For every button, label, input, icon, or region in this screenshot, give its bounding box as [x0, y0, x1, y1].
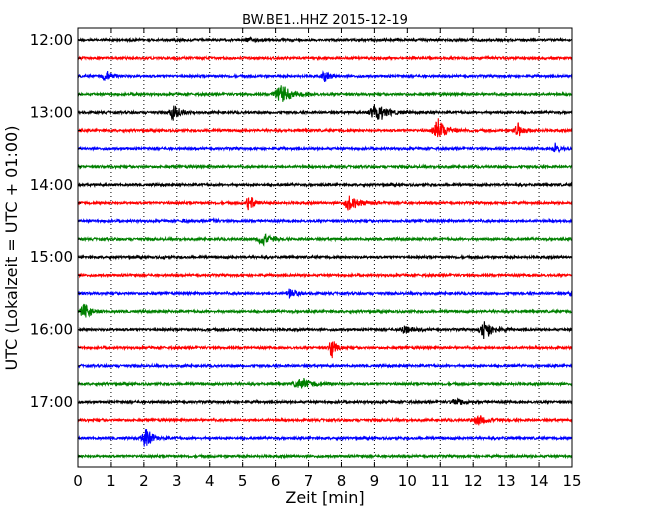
- x-tick-label: 11: [431, 472, 450, 490]
- trace-line: [77, 288, 573, 299]
- trace-line: [77, 85, 573, 102]
- trace-line: [77, 452, 573, 460]
- x-tick-label: 2: [139, 472, 149, 490]
- y-tick-label: 14:00: [30, 176, 73, 194]
- y-axis-label: UTC (Lokalzeit = UTC + 01:00): [2, 126, 21, 371]
- x-tick-label: 15: [562, 472, 581, 490]
- y-tick-label: 13:00: [30, 103, 73, 121]
- trace-line: [77, 69, 573, 83]
- y-tick-label: 12:00: [30, 31, 73, 49]
- traces: [77, 35, 573, 460]
- trace-line: [77, 163, 573, 170]
- trace-line: [77, 378, 573, 389]
- trace-line: [77, 428, 573, 447]
- trace-line: [77, 142, 573, 154]
- y-tick-label: 15:00: [30, 248, 73, 266]
- trace-line: [77, 181, 573, 189]
- trace-line: [77, 341, 573, 359]
- x-tick-label: 8: [337, 472, 347, 490]
- trace-line: [77, 397, 573, 406]
- x-tick-label: 0: [73, 472, 83, 490]
- trace-line: [77, 54, 573, 62]
- plot-frame: [77, 27, 573, 468]
- trace-line: [77, 271, 573, 279]
- x-tick-label: 14: [530, 472, 549, 490]
- chart-title: BW.BE1..HHZ 2015-12-19: [242, 13, 408, 28]
- trace-line: [77, 195, 573, 211]
- trace-line: [77, 362, 573, 370]
- y-tick-label: 16:00: [30, 321, 73, 339]
- x-tick-label: 12: [464, 472, 483, 490]
- x-tick-label: 9: [370, 472, 380, 490]
- x-tick-label: 3: [172, 472, 182, 490]
- x-axis-label: Zeit [min]: [285, 488, 364, 507]
- trace-line: [77, 303, 573, 318]
- trace-line: [77, 253, 573, 261]
- trace-line: [77, 414, 573, 426]
- x-tick-label: 13: [497, 472, 516, 490]
- x-tick-label: 7: [304, 472, 314, 490]
- trace-line: [77, 35, 573, 44]
- y-axis-ticks: 12:00 13:00 14:00 15:00 16:00 17:00: [30, 31, 572, 457]
- trace-line: [77, 118, 573, 138]
- plot-area: [78, 28, 572, 467]
- x-axis-ticks: 0 1 2 3 4 5 6 7 8 9 10 11 12 13 14 15: [73, 28, 582, 490]
- x-tick-label: 5: [238, 472, 248, 490]
- y-tick-label: 17:00: [30, 393, 73, 411]
- trace-line: [77, 321, 573, 340]
- trace-line: [77, 216, 573, 225]
- trace-line: [77, 233, 573, 247]
- x-tick-label: 6: [271, 472, 281, 490]
- trace-line: [77, 104, 573, 121]
- x-tick-label: 10: [398, 472, 417, 490]
- x-tick-label: 1: [106, 472, 116, 490]
- x-tick-label: 4: [205, 472, 215, 490]
